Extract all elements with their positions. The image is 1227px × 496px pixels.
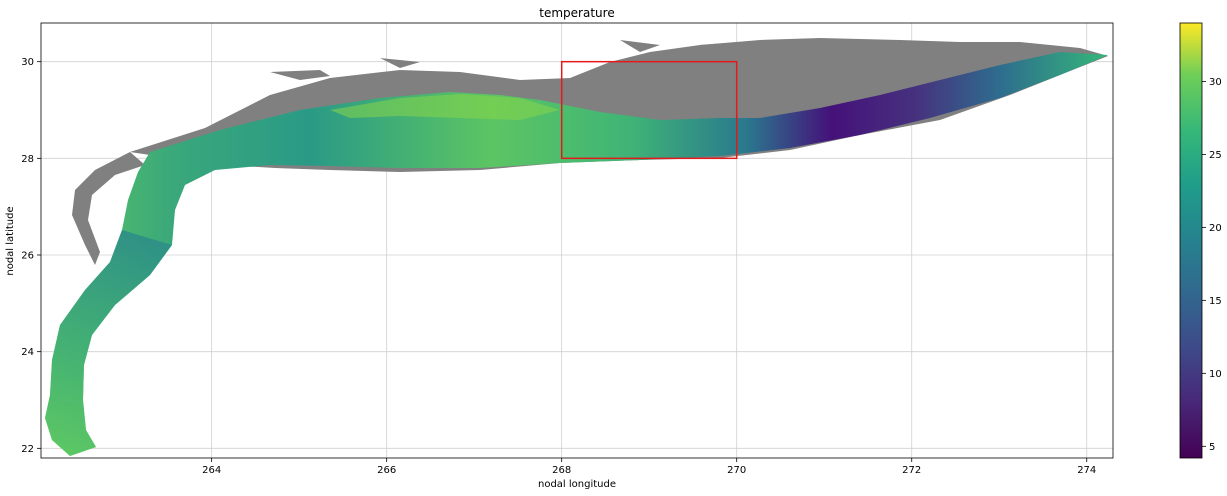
colorbar-tick-label: 15 xyxy=(1209,296,1222,307)
colorbar-ticks: 5 10 15 20 25 30 xyxy=(1202,77,1222,453)
x-tick-label: 274 xyxy=(1077,465,1096,476)
y-tick-label: 26 xyxy=(21,251,34,262)
x-tick-label: 272 xyxy=(902,465,921,476)
colorbar xyxy=(1179,22,1203,459)
colorbar-tick-label: 5 xyxy=(1209,442,1215,453)
warm-shelf-highlight xyxy=(330,94,560,120)
colorbar-tick-label: 10 xyxy=(1209,369,1222,380)
y-tick-label: 28 xyxy=(21,154,34,165)
x-tick-label: 266 xyxy=(377,465,396,476)
colorbar-tick-label: 30 xyxy=(1209,77,1222,88)
plot-frame xyxy=(40,22,1114,459)
ocean-temperature-band xyxy=(45,52,1108,456)
x-axis-ticks: 264 266 268 270 272 274 xyxy=(202,458,1096,476)
chart-title: temperature xyxy=(539,6,614,20)
ocean-south-extension xyxy=(45,230,172,456)
colorbar-tick-label: 20 xyxy=(1209,223,1222,234)
x-axis-label: nodal longitude xyxy=(538,479,616,490)
x-tick-label: 264 xyxy=(202,465,221,476)
y-axis-label: nodal latitude xyxy=(5,206,16,275)
y-tick-label: 30 xyxy=(21,57,34,68)
land-texas-coast xyxy=(72,152,145,265)
map-layer xyxy=(45,38,1108,456)
land-islands xyxy=(270,40,800,80)
y-tick-label: 24 xyxy=(21,347,34,358)
colorbar-tick-label: 25 xyxy=(1209,150,1222,161)
highlight-box xyxy=(560,60,738,160)
x-tick-label: 268 xyxy=(552,465,571,476)
y-axis-ticks: 22 24 26 28 30 xyxy=(21,57,41,455)
x-tick-label: 270 xyxy=(727,465,746,476)
y-tick-label: 22 xyxy=(21,444,34,455)
